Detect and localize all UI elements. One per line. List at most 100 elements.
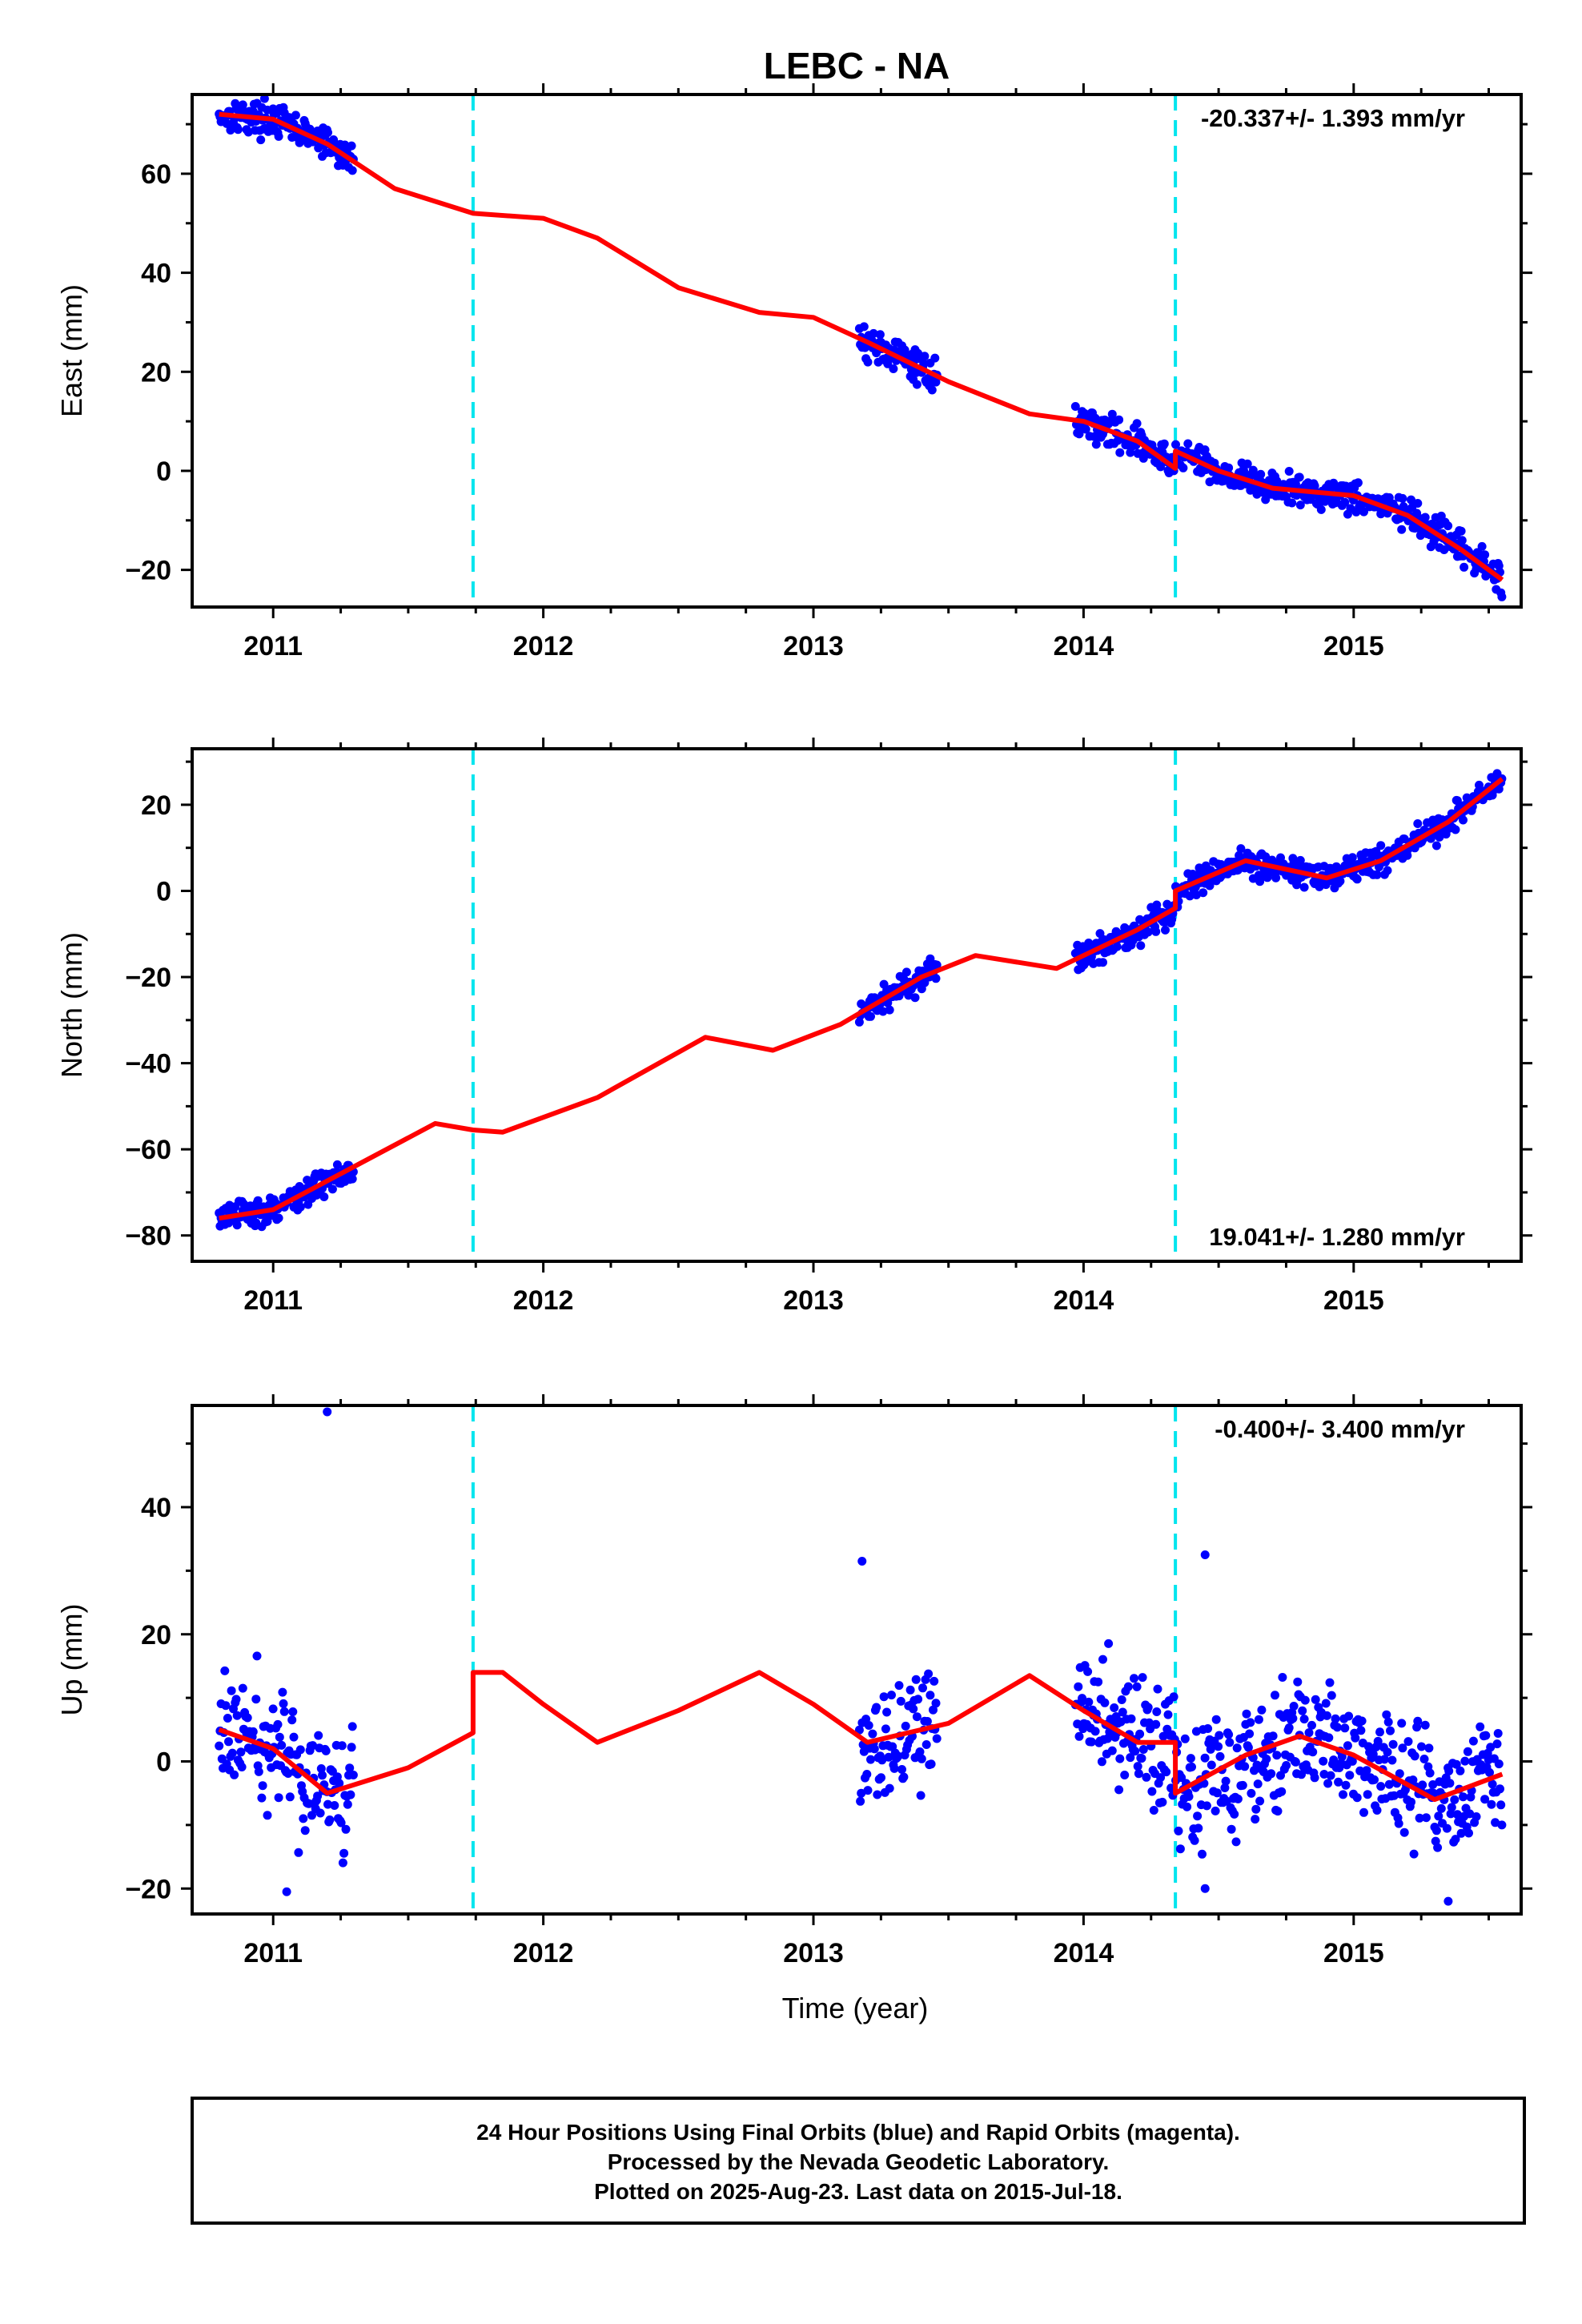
data-point — [1130, 1747, 1140, 1756]
data-point — [1304, 1728, 1314, 1738]
data-point-outlier — [323, 1407, 332, 1417]
data-point — [1138, 1673, 1147, 1683]
data-point — [889, 1763, 899, 1773]
data-point — [1191, 891, 1201, 899]
data-point — [1133, 1762, 1142, 1771]
data-point — [1496, 1800, 1506, 1810]
data-point — [1444, 1767, 1454, 1775]
data-point — [323, 128, 332, 137]
data-point — [1151, 1719, 1161, 1729]
data-point — [1379, 1755, 1389, 1764]
data-point — [315, 1808, 325, 1818]
data-point — [307, 1811, 316, 1820]
data-point — [330, 1801, 339, 1810]
data-point — [1126, 1753, 1135, 1763]
data-point — [275, 1732, 284, 1742]
data-point — [1102, 1734, 1112, 1743]
data-point — [866, 1011, 875, 1021]
data-point — [926, 1759, 936, 1769]
data-point — [919, 359, 929, 368]
data-point — [866, 1755, 875, 1764]
data-point — [1221, 1776, 1231, 1786]
data-point — [1156, 462, 1166, 472]
data-point — [875, 330, 885, 340]
plot-frame — [191, 747, 1523, 1263]
data-point — [1386, 1726, 1395, 1735]
data-point — [1321, 1699, 1331, 1708]
data-point — [278, 1687, 287, 1697]
data-point — [1242, 1709, 1251, 1719]
data-point — [1100, 1698, 1110, 1707]
y-tick-label: 60 — [141, 159, 171, 190]
data-point — [859, 322, 869, 332]
data-point — [288, 1707, 298, 1716]
data-point — [1344, 1711, 1354, 1721]
data-point — [1373, 1736, 1383, 1746]
data-point — [325, 1815, 335, 1824]
y-tick-label: 40 — [141, 1493, 171, 1523]
data-point — [863, 1786, 873, 1795]
data-point — [857, 1788, 866, 1798]
data-point — [1343, 1741, 1352, 1751]
data-point — [1120, 1771, 1130, 1779]
model-curve — [218, 1670, 1504, 1803]
data-point — [1398, 493, 1407, 503]
data-point — [341, 1824, 351, 1834]
data-point — [912, 1712, 921, 1722]
data-points — [215, 94, 1507, 601]
data-point — [1468, 1736, 1478, 1746]
data-point — [1480, 1795, 1490, 1804]
data-point — [1335, 876, 1345, 886]
data-point — [1452, 796, 1462, 806]
data-point — [894, 1681, 904, 1691]
data-point — [1434, 1811, 1443, 1821]
data-point — [1107, 409, 1117, 419]
data-point — [1345, 1771, 1355, 1780]
data-point — [1496, 1784, 1504, 1794]
data-point — [1351, 1733, 1360, 1743]
data-point — [347, 1722, 357, 1731]
data-point — [1149, 1806, 1158, 1815]
data-point — [883, 359, 893, 368]
data-point — [327, 1184, 337, 1194]
data-point — [289, 1732, 299, 1742]
data-point — [1070, 402, 1080, 411]
data-point — [1368, 1750, 1378, 1759]
data-point — [1284, 467, 1294, 476]
data-point — [1464, 1828, 1473, 1838]
x-tick-label: 2012 — [513, 1285, 574, 1316]
data-point — [872, 1703, 881, 1712]
data-point — [1171, 440, 1180, 449]
data-point — [1180, 1734, 1190, 1743]
data-point — [931, 1699, 941, 1708]
data-point — [1138, 1745, 1148, 1754]
data-point — [863, 357, 873, 367]
rate-annotation: -0.400+/- 3.400 mm/yr — [1215, 1415, 1465, 1443]
x-tick-label: 2015 — [1323, 1938, 1384, 1968]
data-point — [1431, 841, 1441, 850]
data-point — [1329, 1755, 1339, 1765]
data-point — [224, 1218, 233, 1228]
caption-box: 24 Hour Positions Using Final Orbits (bl… — [191, 2097, 1526, 2225]
data-point — [1397, 525, 1407, 534]
data-point — [1112, 942, 1122, 951]
data-point — [1236, 844, 1246, 854]
data-point — [909, 1704, 918, 1714]
data-point — [230, 1770, 239, 1779]
data-point — [1376, 1782, 1386, 1791]
data-point — [1198, 1849, 1207, 1859]
data-point — [1246, 1718, 1255, 1727]
data-point — [227, 1686, 236, 1695]
data-point — [1341, 1780, 1351, 1790]
data-point — [347, 1743, 356, 1752]
data-point — [237, 1763, 247, 1771]
data-point — [1456, 526, 1466, 536]
data-point — [1153, 1684, 1162, 1694]
data-point — [1083, 1667, 1093, 1676]
data-point — [232, 1711, 242, 1720]
y-tick-label: −60 — [125, 1135, 171, 1165]
data-point — [1372, 1806, 1382, 1815]
data-point — [1382, 1710, 1391, 1719]
data-point — [1293, 1677, 1303, 1687]
data-point — [1178, 463, 1188, 472]
